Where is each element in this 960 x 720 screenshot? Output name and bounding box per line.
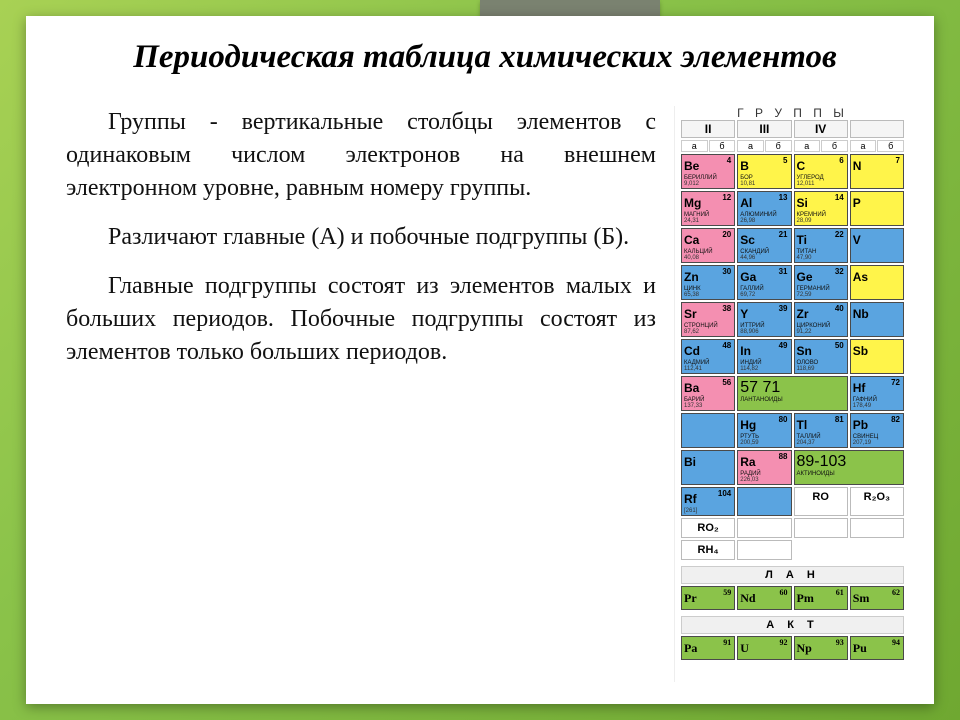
oxide-formula: RO₂ xyxy=(681,518,735,538)
hydride-formula xyxy=(850,518,904,538)
oxide-formula xyxy=(737,518,791,538)
ptable-cell: In49ИНДИЙ114,82 xyxy=(737,339,791,374)
ptable-cell: N7 xyxy=(850,154,904,189)
ptable-cell: Ba56БАРИЙ137,33 xyxy=(681,376,735,411)
ptable-cell: Pr59 xyxy=(681,586,735,610)
ptable-cell: Si14КРЕМНИЙ28,09 xyxy=(794,191,848,226)
group-header: II xyxy=(681,120,735,138)
ptable-cell: Sn50ОЛОВО118,69 xyxy=(794,339,848,374)
ptable-cell: Ra88РАДИЙ226,03 xyxy=(737,450,791,485)
ptable-cell: Sr38СТРОНЦИЙ87,62 xyxy=(681,302,735,337)
group-header: IV xyxy=(794,120,848,138)
ptable-wide-cell: 89-103АКТИНОИДЫ xyxy=(794,450,905,485)
subgroup-header: аб xyxy=(737,140,791,152)
ptable-cell: Np93 xyxy=(794,636,848,660)
ptable-header-word: Г Р У П П Ы xyxy=(681,106,904,120)
ptable-cell: Nd60 xyxy=(737,586,791,610)
ptable-cell: Ti22ТИТАН47,90 xyxy=(794,228,848,263)
periodic-table-fragment: Г Р У П П Ы IIIIIIVабабабабBe4БЕРИЛЛИЙ9,… xyxy=(674,106,904,682)
ptable-cell: Pu94 xyxy=(850,636,904,660)
oxide-formula: R₂O₃ xyxy=(850,487,904,516)
ptable-cell: Cd48КАДМИЙ112,41 xyxy=(681,339,735,374)
paragraph: Различают главные (А) и побочные подгруп… xyxy=(66,221,656,254)
subgroup-header: аб xyxy=(681,140,735,152)
subgroup-header: аб xyxy=(794,140,848,152)
ptable-grid: IIIIIIVабабабабBe4БЕРИЛЛИЙ9,012B5БОР10,8… xyxy=(681,120,904,560)
hydride-formula xyxy=(794,518,848,538)
ptable-cell: V xyxy=(850,228,904,263)
slide-card: Периодическая таблица химических элемент… xyxy=(26,16,934,704)
ptable-cell xyxy=(737,487,791,516)
group-header: III xyxy=(737,120,791,138)
ptable-cell: Tl81ТАЛЛИЙ204,37 xyxy=(794,413,848,448)
ptable-cell: Sb xyxy=(850,339,904,374)
ptable-cell: Pm61 xyxy=(794,586,848,610)
ptable-cell: Mg12МАГНИЙ24,31 xyxy=(681,191,735,226)
ptable-cell: Hf72ГАФНИЙ178,49 xyxy=(850,376,904,411)
actinide-strip: А К Т Pa91U92Np93Pu94 xyxy=(681,616,904,660)
ptable-cell: Rf104[261] xyxy=(681,487,735,516)
ptable-cell: P xyxy=(850,191,904,226)
lanthanide-strip: Л А Н Pr59Nd60Pm61Sm62 xyxy=(681,566,904,610)
hydride-formula xyxy=(737,540,791,560)
ptable-cell: Bi xyxy=(681,450,735,485)
ptable-cell: Zr40ЦИРКОНИЙ91,22 xyxy=(794,302,848,337)
ptable-cell: Sc21СКАНДИЙ44,96 xyxy=(737,228,791,263)
ptable-cell: Ge32ГЕРМАНИЙ72,59 xyxy=(794,265,848,300)
strip-header: А К Т xyxy=(681,616,904,634)
ptable-cell: Ga31ГАЛЛИЙ69,72 xyxy=(737,265,791,300)
ptable-cell: Sm62 xyxy=(850,586,904,610)
ptable-cell: Zn30ЦИНК65,38 xyxy=(681,265,735,300)
text-column: Группы - вертикальные столбцы элементов … xyxy=(66,106,656,682)
ptable-cell: C6УГЛЕРОД12,011 xyxy=(794,154,848,189)
paragraph: Главные подгруппы состоят из элементов м… xyxy=(66,270,656,369)
oxide-formula: RO xyxy=(794,487,848,516)
ptable-wide-cell: 57 71ЛАНТАНОИДЫ xyxy=(737,376,848,411)
subgroup-header: аб xyxy=(850,140,904,152)
ptable-cell: Al13АЛЮМИНИЙ26,98 xyxy=(737,191,791,226)
paragraph: Группы - вертикальные столбцы элементов … xyxy=(66,106,656,205)
ptable-cell: Pb82СВИНЕЦ207,19 xyxy=(850,413,904,448)
group-header xyxy=(850,120,904,138)
ptable-cell: B5БОР10,81 xyxy=(737,154,791,189)
ptable-cell: As xyxy=(850,265,904,300)
ptable-cell: Ca20КАЛЬЦИЙ40,08 xyxy=(681,228,735,263)
ptable-cell: Hg80РТУТЬ200,59 xyxy=(737,413,791,448)
slide-body: Группы - вертикальные столбцы элементов … xyxy=(66,106,904,682)
ptable-cell: Be4БЕРИЛЛИЙ9,012 xyxy=(681,154,735,189)
ptable-cell xyxy=(681,413,735,448)
hydride-formula: RH₄ xyxy=(681,540,735,560)
strip-header: Л А Н xyxy=(681,566,904,584)
ptable-cell: Pa91 xyxy=(681,636,735,660)
ptable-cell: U92 xyxy=(737,636,791,660)
slide-title: Периодическая таблица химических элемент… xyxy=(66,38,904,78)
ptable-cell: Nb xyxy=(850,302,904,337)
ptable-cell: Y39ИТТРИЙ88,906 xyxy=(737,302,791,337)
